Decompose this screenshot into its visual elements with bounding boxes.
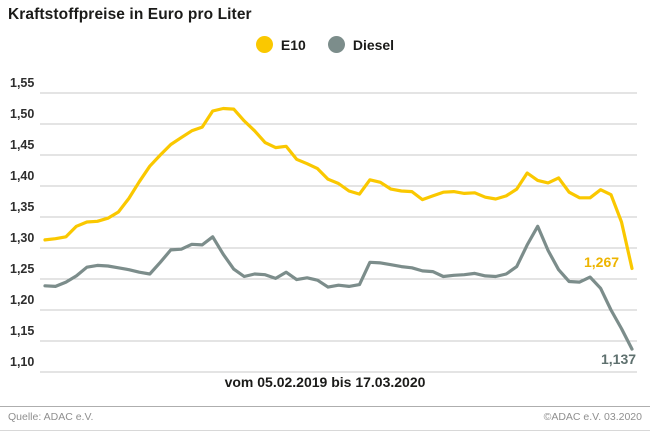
diesel-dot-icon xyxy=(327,36,345,53)
y-axis-tick-label: 1,20 xyxy=(10,293,35,307)
legend-item-diesel: Diesel xyxy=(327,36,395,53)
y-axis-tick-label: 1,30 xyxy=(10,231,35,245)
copyright-label: ©ADAC e.V. 03.2020 xyxy=(543,411,642,423)
legend-label-diesel: Diesel xyxy=(352,36,395,53)
series-line-diesel xyxy=(43,224,634,351)
date-range-label: vom 05.02.2019 bis 17.03.2020 xyxy=(224,374,426,390)
y-axis-tick-label: 1,40 xyxy=(10,169,35,183)
y-axis-tick-label: 1,35 xyxy=(10,200,35,214)
y-axis-tick-label: 1,45 xyxy=(10,138,35,152)
series-line-e10 xyxy=(43,106,634,271)
legend-label-e10: E10 xyxy=(280,36,306,53)
y-axis-tick-label: 1,55 xyxy=(10,76,35,90)
y-axis-tick-label: 1,10 xyxy=(10,355,35,369)
page-title: Kraftstoffpreise in Euro pro Liter xyxy=(8,6,252,23)
source-label: Quelle: ADAC e.V. xyxy=(8,411,94,423)
e10-dot-icon xyxy=(255,36,273,53)
y-axis-tick-label: 1,15 xyxy=(10,324,35,338)
diesel-end-value-label: 1,137 xyxy=(601,351,637,367)
y-axis-tick-label: 1,50 xyxy=(10,107,35,121)
y-axis-tick-label: 1,25 xyxy=(10,262,35,276)
legend: E10 Diesel xyxy=(0,36,650,53)
legend-item-e10: E10 xyxy=(255,36,306,53)
bottom-divider xyxy=(0,430,650,431)
footer-divider xyxy=(0,406,650,407)
e10-end-value-label: 1,267 xyxy=(584,254,620,270)
